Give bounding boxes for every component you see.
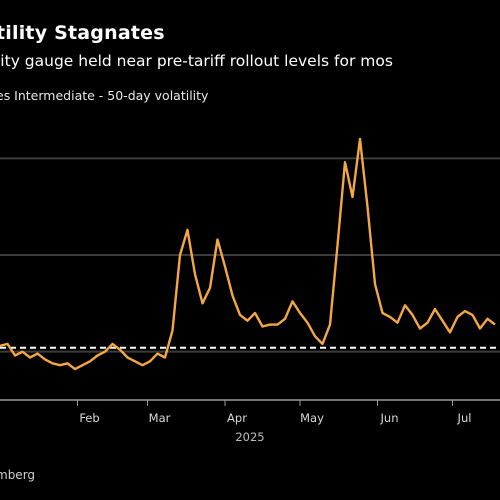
- x-tick-label-jun: Jun: [380, 411, 399, 425]
- x-tick-label-mar: Mar: [149, 411, 171, 425]
- chart-title: tility Stagnates: [0, 22, 165, 44]
- series-label: es Intermediate - 50-day volatility: [0, 88, 209, 103]
- x-tick-label-feb: Feb: [79, 411, 99, 425]
- x-tick-label-may: May: [300, 411, 324, 425]
- x-axis-ticks: Feb Mar Apr May Jun Jul: [77, 400, 472, 425]
- source-label: mberg: [0, 468, 36, 482]
- grid-layer: [0, 157, 500, 353]
- series-line-volatility: [0, 137, 496, 371]
- x-axis-year-label: 2025: [235, 430, 264, 444]
- x-tick-label-jul: Jul: [457, 411, 472, 425]
- x-tick-label-apr: Apr: [227, 411, 247, 425]
- chart-subtitle: lity gauge held near pre-tariff rollout …: [0, 52, 393, 70]
